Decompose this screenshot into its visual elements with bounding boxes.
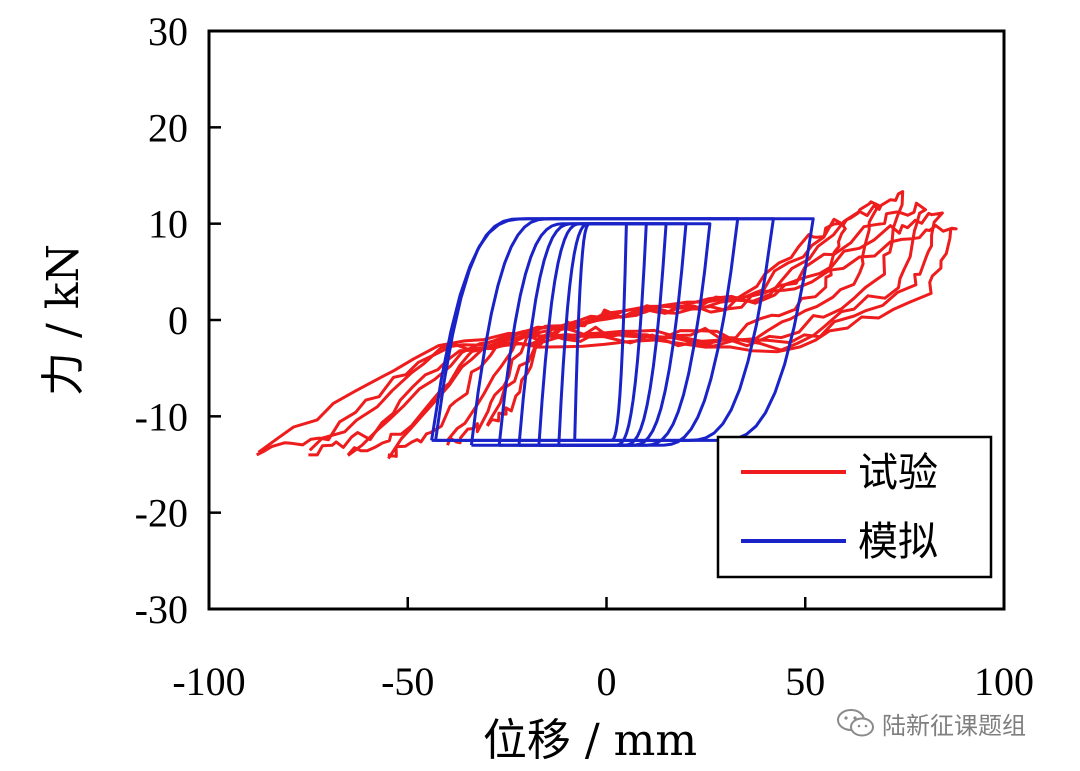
legend-label-simulation: 模拟: [858, 519, 938, 565]
y-tick-label: 30: [148, 9, 188, 54]
simulation-loop: [430, 217, 815, 442]
legend-box: [716, 435, 993, 579]
y-tick-label: -10: [135, 394, 188, 439]
y-tick-label: -20: [135, 491, 188, 536]
watermark: 陆新征课题组: [836, 705, 1026, 741]
watermark-text: 陆新征课题组: [882, 711, 1026, 740]
wechat-icon: [837, 709, 874, 737]
x-tick-label: -100: [172, 659, 245, 704]
y-tick-label: 0: [168, 298, 188, 343]
x-axis-title: 位移 / mm: [483, 715, 697, 766]
y-tick-label: 20: [148, 105, 188, 150]
curves-layer: [256, 190, 958, 460]
x-tick-label: 100: [974, 659, 1034, 704]
legend-label-experiment: 试验: [858, 450, 938, 496]
experiment-loop: [485, 222, 847, 427]
x-tick-label: 0: [597, 659, 617, 704]
legend: 试验 模拟: [716, 435, 993, 579]
y-tick-label: 10: [148, 202, 188, 247]
x-tick-label: 50: [785, 659, 825, 704]
x-tick-label: -50: [381, 659, 434, 704]
experiment-loop: [256, 224, 958, 457]
y-axis-title: 力 / kN: [38, 244, 89, 396]
y-tick-label: -30: [135, 587, 188, 632]
